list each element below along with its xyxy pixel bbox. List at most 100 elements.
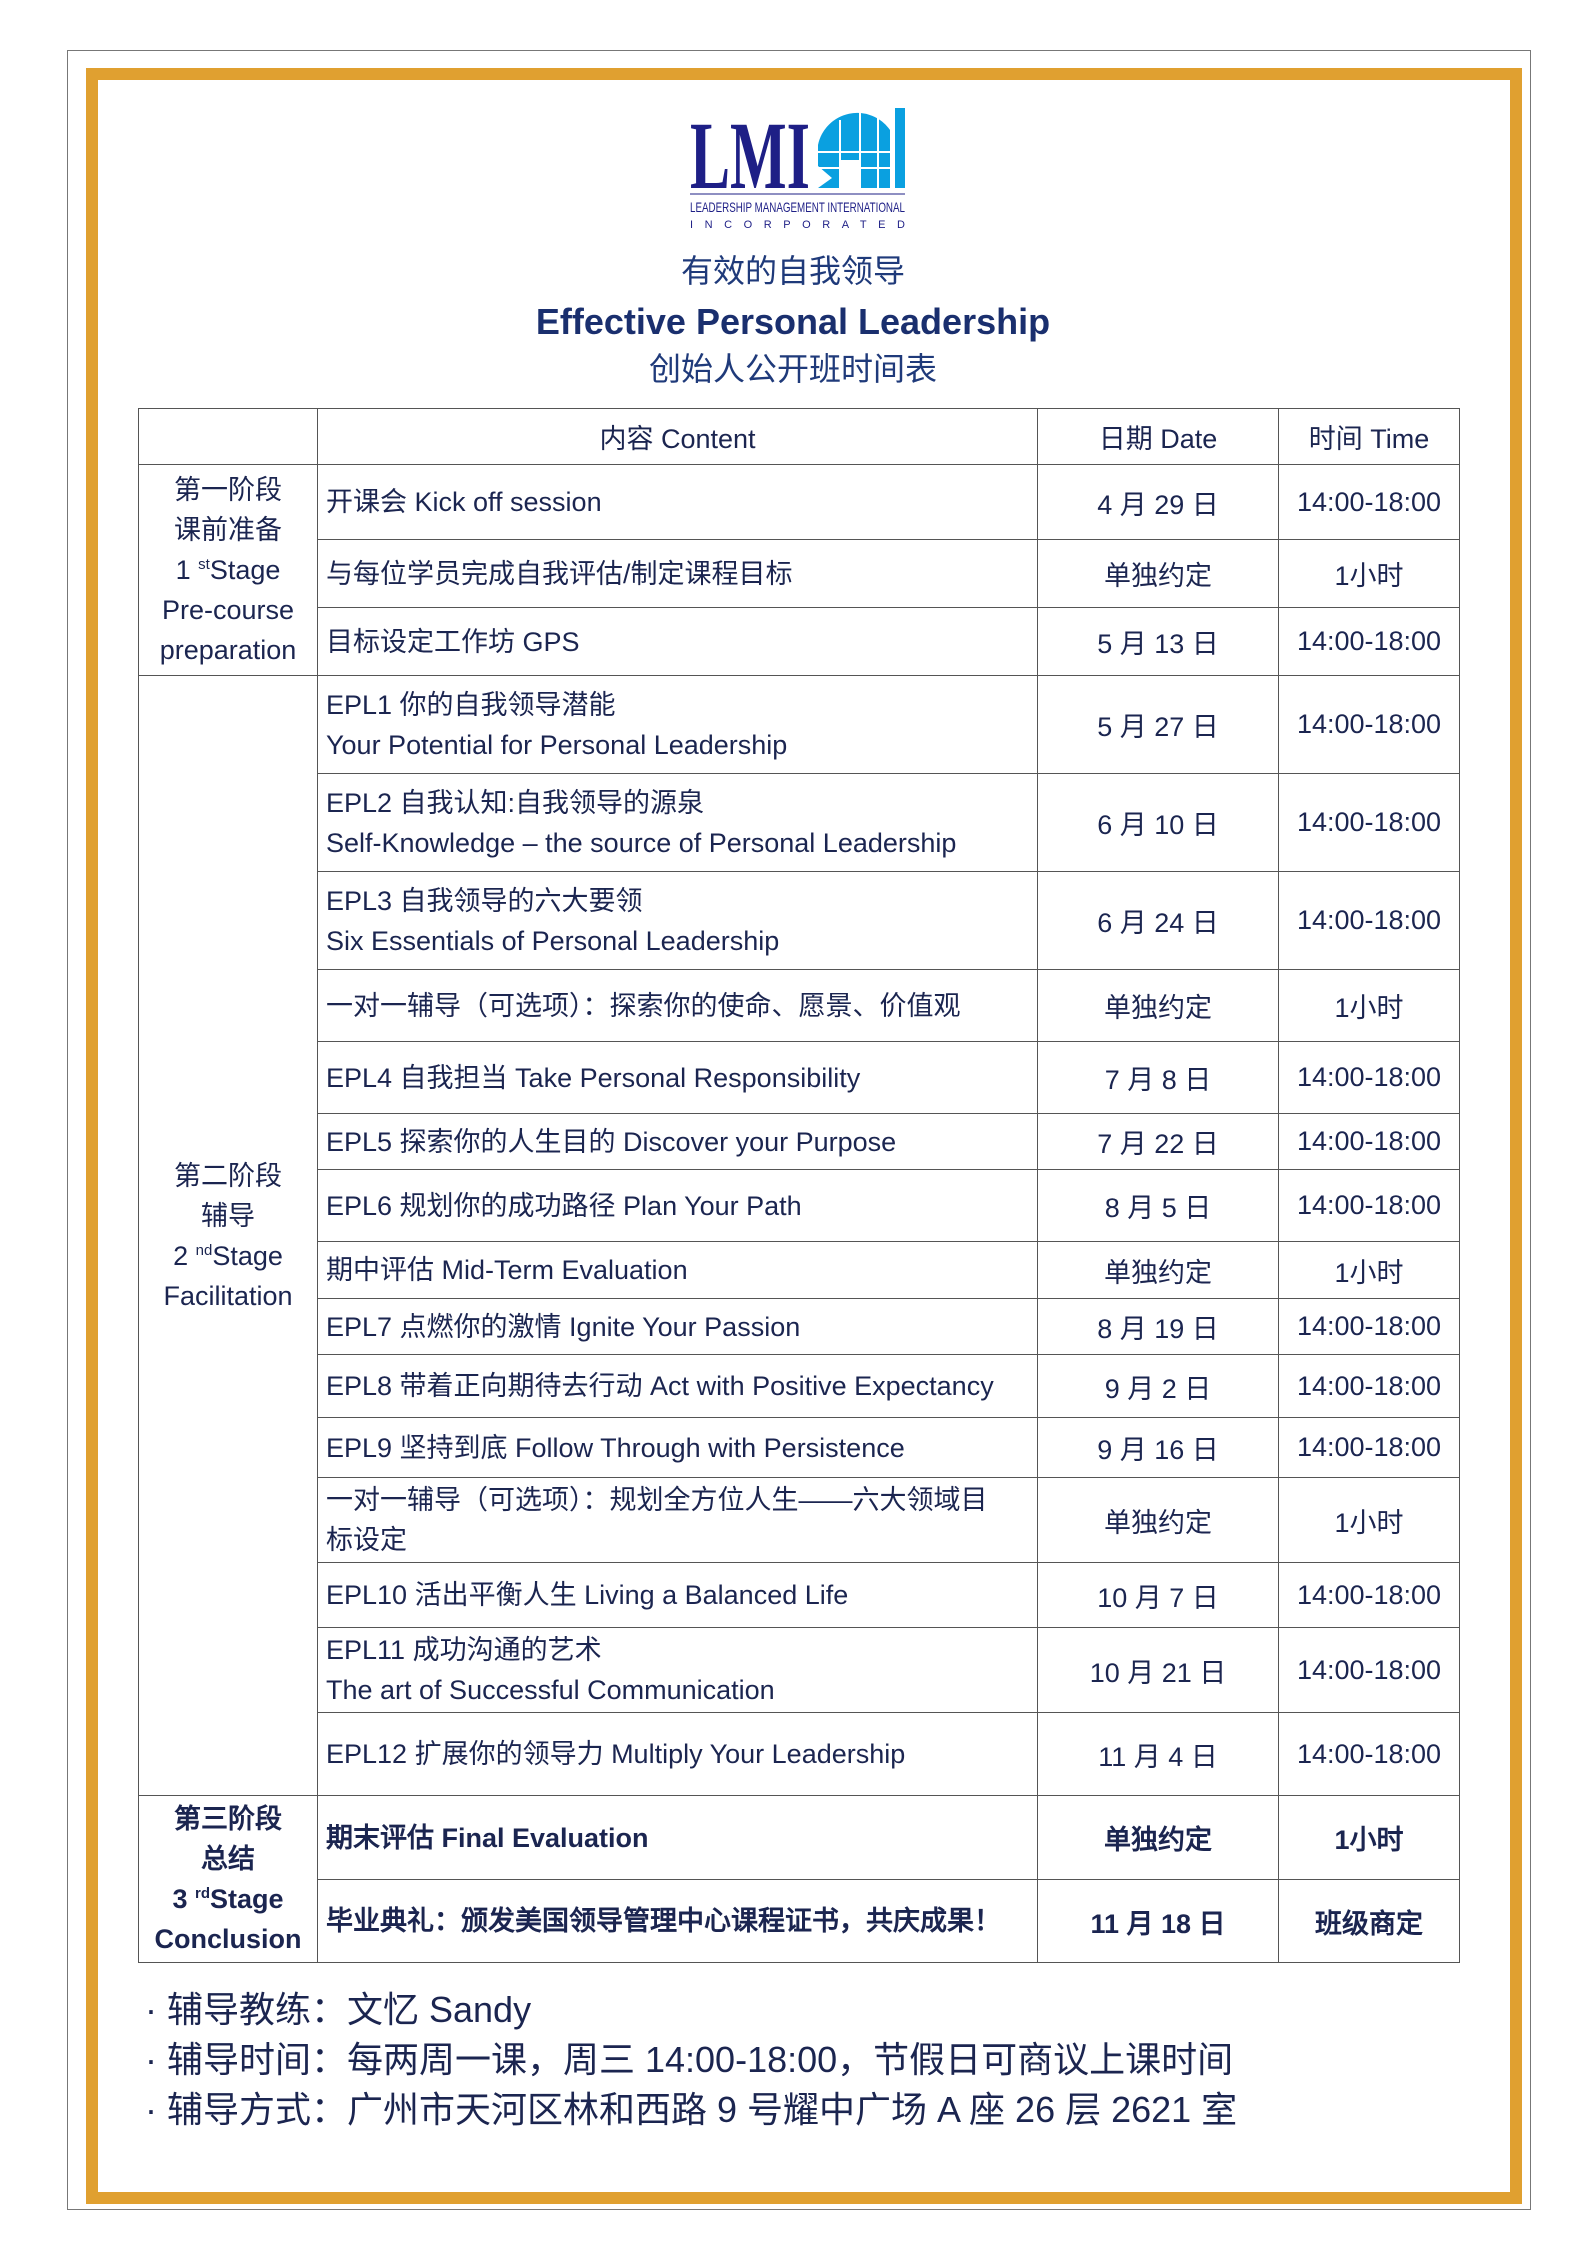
time-cell: 1小时: [1278, 1241, 1460, 1299]
content-cell: EPL6 规划你的成功路径 Plan Your Path: [317, 1169, 1038, 1242]
stage-word: Stage: [209, 555, 281, 585]
date-cell: 11 月 4 日: [1037, 1712, 1279, 1796]
content-line1: 毕业典礼：颁发美国领导管理中心课程证书，共庆成果！: [326, 1906, 1001, 1936]
time-cell: 14:00-18:00: [1278, 1627, 1460, 1713]
stage-word: Stage: [210, 1884, 284, 1914]
content-cell: EPL12 扩展你的领导力 Multiply Your Leadership: [317, 1712, 1038, 1796]
stage-sup: st: [198, 556, 210, 573]
header-content: 内容 Content: [317, 408, 1038, 465]
content-line1: EPL1 你的自我领导潜能: [326, 689, 616, 720]
content-cell: EPL3 自我领导的六大要领 Six Essentials of Personal…: [317, 871, 1038, 970]
time-cell: 14:00-18:00: [1278, 1169, 1460, 1242]
time-cell: 14:00-18:00: [1278, 871, 1460, 970]
date-cell: 单独约定: [1037, 1795, 1279, 1880]
content-line1: EPL8 带着正向期待去行动 Act with Positive Expecta…: [326, 1371, 994, 1401]
date-cell: 10 月 7 日: [1037, 1562, 1279, 1628]
content-line1: EPL11 成功沟通的艺术: [326, 1635, 602, 1665]
content-line2: The art of Successful Communication: [326, 1675, 775, 1705]
svg-text:LMI: LMI: [690, 102, 810, 209]
content-line1: EPL3 自我领导的六大要领: [326, 885, 643, 916]
header-stage: [138, 408, 318, 465]
content-line1: 期中评估 Mid-Term Evaluation: [326, 1255, 688, 1285]
content-line1: EPL9 坚持到底 Follow Through with Persistenc…: [326, 1432, 905, 1463]
table-row: 一对一辅导（可选项）：探索你的使命、愿景、价值观 单独约定 1小时: [139, 969, 1460, 1042]
subtitle: 创始人公开班时间表: [648, 351, 937, 387]
stage-cn1: 第三阶段: [174, 1804, 282, 1834]
time-cell: 14:00-18:00: [1278, 773, 1460, 872]
content-line1: 目标设定工作坊 GPS: [326, 626, 580, 657]
time-cell: 1小时: [1278, 1795, 1460, 1880]
content-line1: EPL10 活出平衡人生 Living a Balanced Life: [326, 1580, 849, 1610]
content-line2: Self-Knowledge – the source of Personal …: [326, 827, 957, 858]
table-row: 第一阶段 课前准备 1 stStage Pre-course preparati…: [138, 464, 1460, 676]
table-row: 目标设定工作坊 GPS 5 月 13 日 14:00-18:00: [139, 607, 1460, 676]
table-row: EPL8 带着正向期待去行动 Act with Positive Expecta…: [139, 1354, 1460, 1418]
time-cell: 14:00-18:00: [1278, 1562, 1460, 1628]
content-line2: Six Essentials of Personal Leadership: [326, 925, 780, 956]
footer-time: · 辅导时间：每两周一课，周三 14:00-18:00，节假日可商议上课时间: [145, 2039, 1234, 2080]
date-cell: 11 月 18 日: [1037, 1879, 1279, 1963]
date-cell: 4 月 29 日: [1037, 464, 1279, 540]
table-row: EPL3 自我领导的六大要领 Six Essentials of Personal…: [139, 871, 1460, 970]
content-line2: Your Potential for Personal Leadership: [326, 729, 788, 760]
time-cell: 14:00-18:00: [1278, 675, 1460, 774]
time-cell: 14:00-18:00: [1278, 464, 1460, 540]
stage-cn1: 第一阶段: [174, 475, 282, 505]
table-row: EPL10 活出平衡人生 Living a Balanced Life 10 月…: [139, 1562, 1460, 1628]
content-cell: 毕业典礼：颁发美国领导管理中心课程证书，共庆成果！: [317, 1879, 1038, 1963]
time-cell: 14:00-18:00: [1278, 1354, 1460, 1418]
date-cell: 7 月 8 日: [1037, 1041, 1279, 1114]
time-cell: 14:00-18:00: [1278, 607, 1460, 676]
date-cell: 8 月 19 日: [1037, 1298, 1279, 1355]
content-cell: EPL1 你的自我领导潜能 Your Potential for Personal…: [317, 675, 1038, 774]
stage-number: 3 rdStage: [143, 1879, 313, 1919]
table-row: 第三阶段 总结 3 rdStage Conclusion 期末评估 Final E…: [138, 1795, 1460, 1963]
content-cell: EPL9 坚持到底 Follow Through with Persistenc…: [317, 1417, 1038, 1478]
stage-cell: 第一阶段 课前准备 1 stStage Pre-course preparati…: [138, 464, 318, 676]
footer-location: · 辅导方式：广州市天河区林和西路 9 号耀中广场 A 座 26 层 2621 …: [145, 2089, 1238, 2130]
time-cell: 14:00-18:00: [1278, 1712, 1460, 1796]
table-row: EPL6 规划你的成功路径 Plan Your Path 8 月 5 日 14:…: [139, 1169, 1460, 1242]
content-cell: EPL11 成功沟通的艺术 The art of Successful Commu…: [317, 1627, 1038, 1713]
date-cell: 单独约定: [1037, 1477, 1279, 1563]
table-row: 一对一辅导（可选项）：规划全方位人生——六大领域目 标设定 单独约定 1小时: [139, 1477, 1460, 1563]
content-cell: 目标设定工作坊 GPS: [317, 607, 1038, 676]
content-line1: 期末评估 Final Evaluation: [326, 1822, 649, 1853]
content-line1: EPL12 扩展你的领导力 Multiply Your Leadership: [326, 1739, 906, 1769]
footer: · 辅导教练：文忆 Sandy · 辅导时间：每两周一课，周三 14:00-18…: [145, 1985, 1459, 2135]
date-cell: 单独约定: [1037, 539, 1279, 608]
date-cell: 9 月 16 日: [1037, 1417, 1279, 1478]
table-row: EPL7 点燃你的激情 Ignite Your Passion 8 月 19 日…: [139, 1298, 1460, 1355]
stage-sup: nd: [195, 1241, 213, 1259]
stage-num: 1: [175, 555, 191, 585]
stage-number: 1 stStage: [143, 550, 313, 590]
content-cell: EPL2 自我认知:自我领导的源泉 Self-Knowledge – the so…: [317, 773, 1038, 872]
footer-coach: · 辅导教练：文忆 Sandy: [145, 1989, 532, 2030]
time-cell: 1小时: [1278, 1477, 1460, 1563]
header-row: 内容 Content 日期 Date 时间 Time: [138, 408, 1460, 465]
stage-num: 3: [172, 1884, 188, 1914]
stage-cn2: 总结: [201, 1844, 255, 1874]
date-cell: 6 月 10 日: [1037, 773, 1279, 872]
content-line1: EPL4 自我担当 Take Personal Responsibility: [326, 1062, 861, 1093]
table-row: EPL12 扩展你的领导力 Multiply Your Leadership 1…: [139, 1712, 1460, 1796]
time-cell: 1小时: [1278, 969, 1460, 1042]
time-cell: 1小时: [1278, 539, 1460, 608]
content-cell: EPL8 带着正向期待去行动 Act with Positive Expecta…: [317, 1354, 1038, 1418]
content-cell: EPL5 探索你的人生目的 Discover your Purpose: [317, 1113, 1038, 1170]
gold-frame: [86, 68, 1522, 2204]
table-row: EPL9 坚持到底 Follow Through with Persistenc…: [139, 1417, 1460, 1478]
svg-text:INCORPORATED: INCORPORATED: [690, 219, 905, 231]
stage-cn2: 课前准备: [174, 515, 282, 545]
date-cell: 5 月 13 日: [1037, 607, 1279, 676]
content-line1: 一对一辅导（可选项）：探索你的使命、愿景、价值观: [326, 990, 961, 1021]
time-cell: 14:00-18:00: [1278, 1113, 1460, 1170]
date-cell: 10 月 21 日: [1037, 1627, 1279, 1713]
date-cell: 7 月 22 日: [1037, 1113, 1279, 1170]
title-english: Effective Personal Leadership: [535, 301, 1051, 342]
content-line1: 与每位学员完成自我评估/制定课程目标: [326, 558, 793, 589]
time-cell: 班级商定: [1278, 1879, 1460, 1963]
content-line1: EPL6 规划你的成功路径 Plan Your Path: [326, 1190, 802, 1221]
table-row: 第二阶段 辅导 2 ndStage Facilitation EPL1 你的自我领…: [138, 675, 1460, 1796]
table-row: 与每位学员完成自我评估/制定课程目标 单独约定 1小时: [139, 539, 1460, 608]
